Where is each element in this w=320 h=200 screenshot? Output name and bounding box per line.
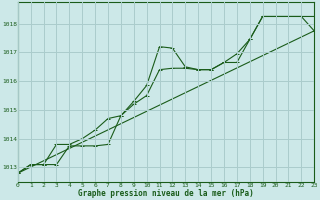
X-axis label: Graphe pression niveau de la mer (hPa): Graphe pression niveau de la mer (hPa) xyxy=(78,189,254,198)
